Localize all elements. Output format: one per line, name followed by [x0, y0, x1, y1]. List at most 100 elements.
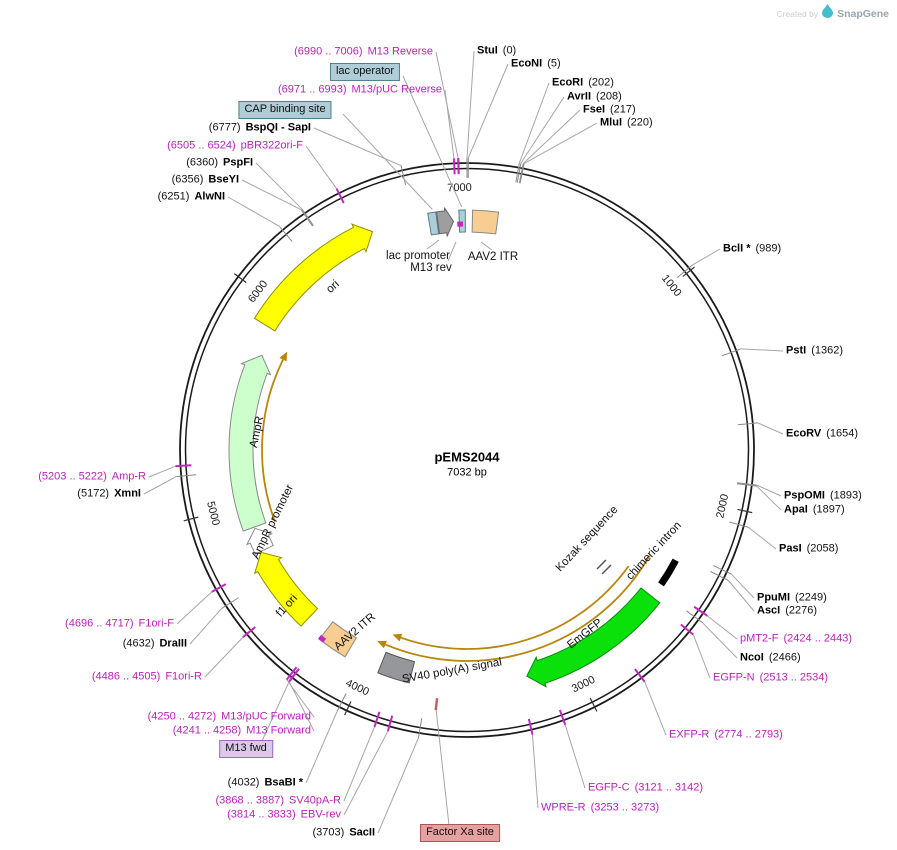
callout-name: Amp-R — [111, 470, 146, 483]
snapgene-logo-icon — [822, 4, 834, 23]
callout-sacii[interactable]: (3703) SacII — [313, 827, 375, 840]
leader-line — [343, 726, 375, 802]
site-tick — [386, 715, 394, 732]
callout-name: PpuMI — [757, 591, 790, 604]
leader-line — [189, 608, 223, 645]
callout-position: (4696 .. 4717) — [65, 617, 134, 630]
callout-m13-reverse[interactable]: (6990 .. 7006) M13 Reverse — [294, 46, 433, 59]
lead-m13-rev — [447, 241, 457, 262]
feature-label-ori[interactable]: ori — [324, 278, 342, 296]
feature-orf-bottom-inner[interactable] — [400, 565, 630, 650]
feature-ori[interactable] — [253, 223, 374, 332]
callout-egfp-c[interactable]: EGFP-C (3121 .. 3142) — [588, 782, 703, 795]
feature-label-f1-ori[interactable]: f1 ori — [273, 592, 301, 620]
boxed-callout-lac-operator[interactable]: lac operator — [329, 63, 401, 81]
callout-ecori[interactable]: EcoRI (202) — [552, 77, 614, 90]
callout-m13-forward[interactable]: (4241 .. 4258) M13 Forward — [173, 725, 311, 738]
callout-bsabi[interactable]: (4032) BsaBI * — [228, 777, 303, 790]
callout-f1ori-f[interactable]: (4696 .. 4717) F1ori-F — [65, 618, 174, 631]
feature-lac-promoter[interactable] — [436, 207, 455, 237]
callout-xmni[interactable]: (5172) XmnI — [77, 488, 141, 501]
feature-f1-ori[interactable] — [253, 551, 319, 627]
callout-m13-puc-reverse[interactable]: (6971 .. 6993) M13/pUC Reverse — [278, 84, 442, 97]
callout-position: (2466) — [768, 651, 801, 664]
callout-amp-r[interactable]: (5203 .. 5222) Amp-R — [38, 471, 146, 484]
feature-label-sv40-poly-a-signal[interactable]: SV40 poly(A) signal — [401, 656, 503, 686]
callout-exfp-r[interactable]: EXFP-R (2774 .. 2793) — [669, 729, 783, 742]
feature-label-chimeric-intron[interactable]: chimeric intron — [624, 519, 684, 583]
callout-m13-puc-forward[interactable]: (4250 .. 4272) M13/pUC Forward — [148, 711, 311, 724]
site-tick — [519, 163, 525, 184]
feature-label-aav2-itr[interactable]: AAV2 ITR — [467, 251, 519, 263]
site-tick — [686, 610, 703, 624]
ring-tick — [344, 701, 352, 716]
leader-line — [305, 711, 338, 784]
feature-emgfp[interactable] — [526, 587, 661, 688]
feature-label-kozak-sequence[interactable]: Kozak sequence — [553, 503, 621, 575]
callout-position: (5) — [547, 57, 561, 70]
boxed-callout-m13-fwd[interactable]: M13 fwd — [219, 740, 273, 758]
callout-asci[interactable]: AscI (2276) — [757, 605, 817, 618]
leader-line — [692, 634, 711, 679]
feature-ampr[interactable] — [228, 354, 272, 532]
callout-egfp-n[interactable]: EGFP-N (2513 .. 2534) — [713, 672, 828, 685]
callout-position: (1893) — [829, 489, 862, 502]
callout-sv40pa-r[interactable]: (3868 .. 3887) SV40pA-R — [216, 795, 341, 808]
callout-pspfi[interactable]: (6360) PspFI — [186, 157, 253, 170]
callout-fsei[interactable]: FseI (217) — [583, 104, 636, 117]
site-tick — [211, 583, 227, 593]
ring-tick — [589, 697, 598, 712]
callout-pspomi[interactable]: PspOMI (1893) — [784, 490, 862, 503]
callout-wpre-r[interactable]: WPRE-R (3253 .. 3273) — [541, 802, 659, 815]
callout-econi[interactable]: EcoNI (5) — [511, 58, 561, 71]
site-tick — [175, 464, 192, 468]
feature-m13-fwd-site[interactable] — [317, 634, 327, 643]
feature-orf-bottom-outer[interactable] — [385, 555, 651, 662]
boxed-callout-cap-binding-site[interactable]: CAP binding site — [238, 101, 332, 119]
feature-orf-left[interactable] — [261, 359, 284, 522]
callout-bcli[interactable]: BclI * (989) — [723, 243, 781, 256]
feature-chimeric-intron[interactable] — [658, 558, 679, 587]
leader-line — [518, 82, 550, 163]
leader-line — [241, 179, 302, 211]
feature-label-aav2-itr[interactable]: AAV2 ITR — [332, 610, 378, 654]
feature-label-ampr[interactable]: AmpR — [247, 415, 267, 449]
callout-bseyi[interactable]: (6356) BseYI — [172, 174, 239, 187]
feature-label-emgfp[interactable]: EmGFP — [565, 616, 605, 652]
ring-tick — [737, 508, 753, 514]
feature-aav2-itr-2[interactable] — [318, 621, 357, 658]
feature-sv40-polya[interactable] — [377, 651, 416, 684]
feature-aav2-itr-1[interactable] — [471, 209, 500, 235]
callout-avrii[interactable]: AvrII (208) — [567, 91, 622, 104]
leader-line — [261, 681, 290, 742]
leader-line — [313, 127, 402, 167]
feature-lac-operator[interactable] — [458, 209, 466, 233]
callout-pbr322ori-f[interactable]: (6505 .. 6524) pBR322ori-F — [167, 140, 303, 153]
callout-position: (5172) — [77, 487, 110, 500]
callout-alwni[interactable]: (6251) AlwNI — [158, 191, 225, 204]
callout-apai[interactable]: ApaI (1897) — [784, 504, 845, 517]
feature-cap-site[interactable] — [427, 211, 440, 236]
boxed-callout-factor-xa-site[interactable]: Factor Xa site — [420, 824, 500, 842]
callout-f1ori-r[interactable]: (4486 .. 4505) F1ori-R — [92, 671, 202, 684]
callout-ncoi[interactable]: NcoI (2466) — [740, 652, 801, 665]
callout-mlui[interactable]: MluI (220) — [600, 117, 653, 130]
callout-name: BseYI — [208, 173, 239, 186]
callout-pasi[interactable]: PasI (2058) — [779, 543, 838, 556]
callout-ecorv[interactable]: EcoRV (1654) — [786, 428, 858, 441]
callout-name: pBR322ori-F — [240, 139, 303, 152]
callout-ebv-rev[interactable]: (3814 .. 3833) EBV-rev — [227, 809, 341, 822]
callout-stui[interactable]: StuI (0) — [477, 45, 516, 58]
feature-label-m13-rev[interactable]: M13 rev — [410, 262, 452, 274]
callout-position: (3703) — [312, 826, 345, 839]
feature-label-lac-promoter[interactable]: lac promoter — [386, 250, 450, 262]
feature-label-ampr-promoter[interactable]: AmpR promoter — [249, 482, 297, 562]
callout-pmt2-f[interactable]: pMT2-F (2424 .. 2443) — [740, 633, 852, 646]
callout-draiii[interactable]: (4632) DraIII — [123, 638, 187, 651]
callout-psti[interactable]: PstI (1362) — [786, 345, 843, 358]
callout-name: AlwNI — [194, 190, 225, 203]
callout-ppumi[interactable]: PpuMI (2249) — [757, 592, 827, 605]
callout-name: BspQI - SapI — [245, 121, 311, 134]
callout-bspqi-sapi[interactable]: (6777) BspQI - SapI — [209, 122, 311, 135]
feature-ampr-promoter[interactable] — [245, 527, 274, 555]
